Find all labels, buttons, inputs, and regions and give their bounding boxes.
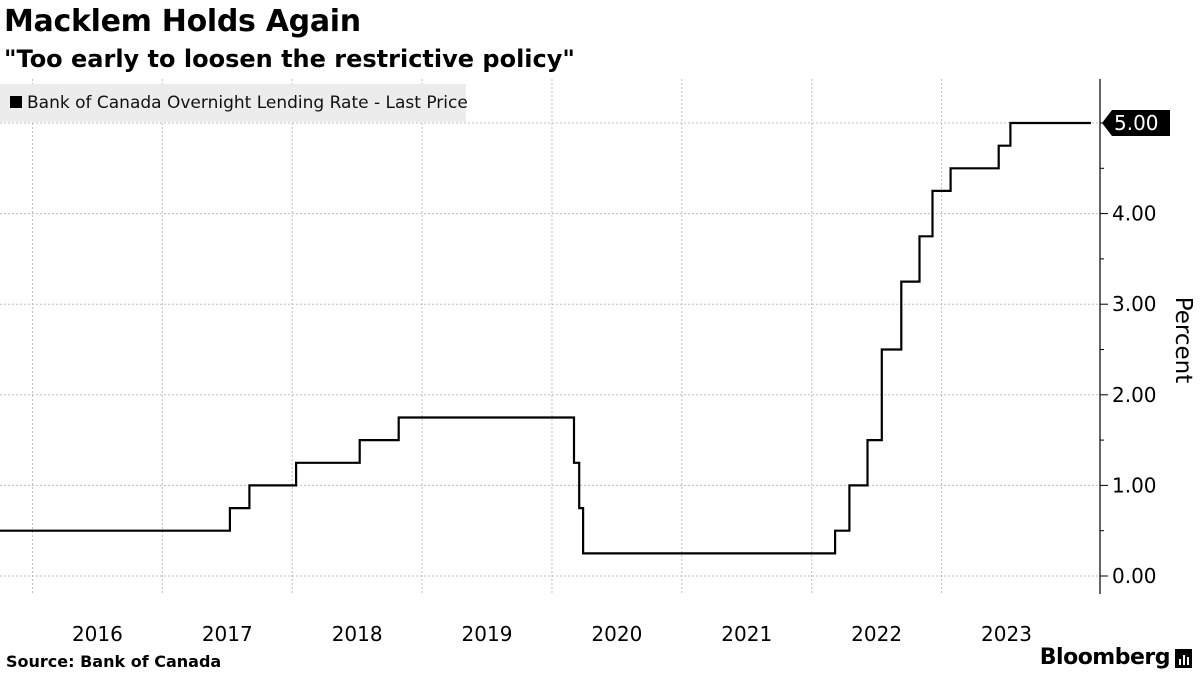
bloomberg-terminal-icon: [1175, 649, 1192, 668]
series-layer: [0, 121, 1091, 555]
legend-swatch: [10, 96, 22, 108]
legend-background: [0, 84, 466, 122]
y-tick-label: 1.00: [1112, 473, 1157, 497]
source-note: Source: Bank of Canada: [6, 652, 222, 671]
legend-label: Bank of Canada Overnight Lending Rate - …: [27, 93, 468, 113]
y-axis: 0.00 1.00 2.00 3.00 4.00: [1099, 79, 1157, 594]
x-tick-label: 2022: [851, 622, 902, 646]
x-tick-label: 2019: [462, 622, 513, 646]
y-tick-label: 4.00: [1112, 202, 1157, 226]
y-tick-label: 0.00: [1112, 564, 1157, 588]
series-line: [0, 121, 1091, 555]
last-value-label: 5.00: [1114, 111, 1159, 135]
x-tick-label: 2023: [981, 622, 1032, 646]
chart-title: Macklem Holds Again: [4, 4, 361, 39]
x-tick-label: 2020: [591, 622, 642, 646]
brand-logo: Bloomberg: [1039, 645, 1171, 670]
gridlines: [0, 79, 1100, 594]
y-axis-label: Percent: [1170, 297, 1196, 384]
last-value-marker: [1102, 110, 1170, 136]
last-value-badge: 5.00: [1102, 110, 1170, 136]
x-tick-label: 2017: [202, 622, 253, 646]
legend: Bank of Canada Overnight Lending Rate - …: [0, 84, 468, 122]
y-tick-label: 2.00: [1112, 383, 1157, 407]
y-tick-label: 3.00: [1112, 292, 1157, 316]
chart-subtitle: "Too early to loosen the restrictive pol…: [4, 45, 575, 73]
x-axis: 2016 2017 2018 2019 2020 2021 2022 2023: [72, 622, 1032, 646]
x-tick-label: 2021: [721, 622, 772, 646]
x-tick-label: 2018: [332, 622, 383, 646]
x-tick-label: 2016: [72, 622, 123, 646]
